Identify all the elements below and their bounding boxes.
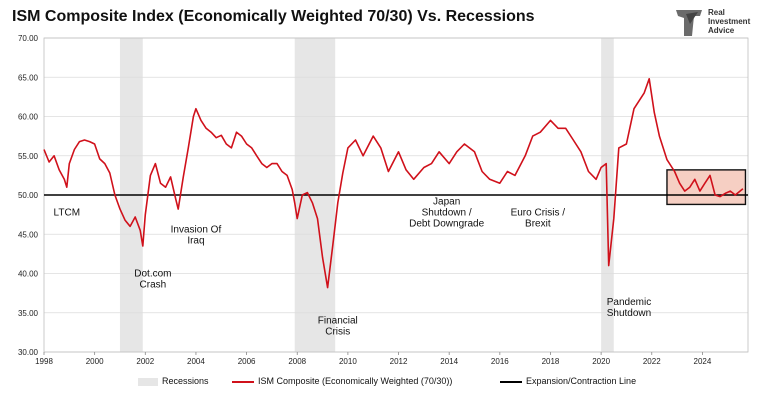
x-tick-label-13: 2024 — [694, 357, 712, 366]
x-tick-label-11: 2020 — [592, 357, 610, 366]
x-tick-label-6: 2010 — [339, 357, 357, 366]
y-tick-label-5: 55.00 — [18, 152, 39, 161]
x-tick-label-10: 2018 — [542, 357, 560, 366]
legend-item-line: Expansion/Contraction Line — [500, 376, 636, 386]
annotation-9: Debt Downgrade — [409, 218, 484, 229]
legend-item-series: ISM Composite (Economically Weighted (70… — [232, 376, 452, 386]
annotation-7: Japan — [433, 196, 460, 207]
y-tick-label-6: 60.00 — [18, 113, 39, 122]
x-tick-label-9: 2016 — [491, 357, 509, 366]
annotation-1: Dot.com — [134, 269, 171, 280]
x-tick-label-12: 2022 — [643, 357, 661, 366]
y-tick-label-8: 70.00 — [18, 34, 39, 43]
logo-line-1: Real — [708, 8, 725, 17]
highlight-box — [666, 169, 747, 206]
x-tick-label-2: 2002 — [136, 357, 154, 366]
annotation-2: Crash — [140, 280, 167, 291]
x-tick-label-7: 2012 — [390, 357, 408, 366]
annotation-13: Shutdown — [607, 308, 651, 319]
legend-swatch-recessions — [138, 377, 158, 386]
legend-item-recessions: Recessions — [138, 376, 209, 386]
y-tick-label-7: 65.00 — [18, 73, 39, 82]
annotation-8: Shutdown / — [422, 207, 472, 218]
legend: Recessions ISM Composite (Economically W… — [0, 376, 778, 390]
logo-line-2: Investment — [708, 17, 751, 26]
y-tick-label-1: 35.00 — [18, 309, 39, 318]
legend-label-recessions: Recessions — [162, 376, 209, 386]
y-tick-label-0: 30.00 — [18, 348, 39, 357]
annotation-11: Brexit — [525, 218, 551, 229]
logo-icon — [676, 10, 702, 36]
chart-title: ISM Composite Index (Economically Weight… — [12, 8, 535, 25]
y-tick-label-4: 50.00 — [18, 191, 39, 200]
x-tick-label-8: 2014 — [440, 357, 458, 366]
annotation-3: Invasion Of — [171, 225, 222, 236]
annotation-4: Iraq — [187, 236, 204, 247]
annotation-10: Euro Crisis / — [511, 207, 566, 218]
series-line-0 — [43, 78, 744, 289]
legend-swatch-line — [500, 380, 522, 383]
logo-text: Real Investment Advice — [708, 8, 750, 35]
x-tick-label-4: 2006 — [238, 357, 256, 366]
legend-label-series: ISM Composite (Economically Weighted (70… — [258, 376, 453, 386]
annotation-6: Crisis — [325, 327, 350, 338]
x-tick-label-3: 2004 — [187, 357, 205, 366]
y-tick-label-2: 40.00 — [18, 270, 39, 279]
annotation-5: Financial — [318, 316, 358, 327]
logo-line-3: Advice — [708, 26, 735, 35]
y-tick-label-3: 45.00 — [18, 230, 39, 239]
x-tick-label-0: 1998 — [35, 357, 53, 366]
x-tick-label-1: 2000 — [86, 357, 104, 366]
annotation-12: Pandemic — [607, 297, 651, 308]
x-tick-label-5: 2008 — [288, 357, 306, 366]
legend-swatch-series — [232, 380, 254, 383]
annotation-0: LTCM — [54, 207, 80, 218]
legend-label-line: Expansion/Contraction Line — [526, 376, 637, 386]
